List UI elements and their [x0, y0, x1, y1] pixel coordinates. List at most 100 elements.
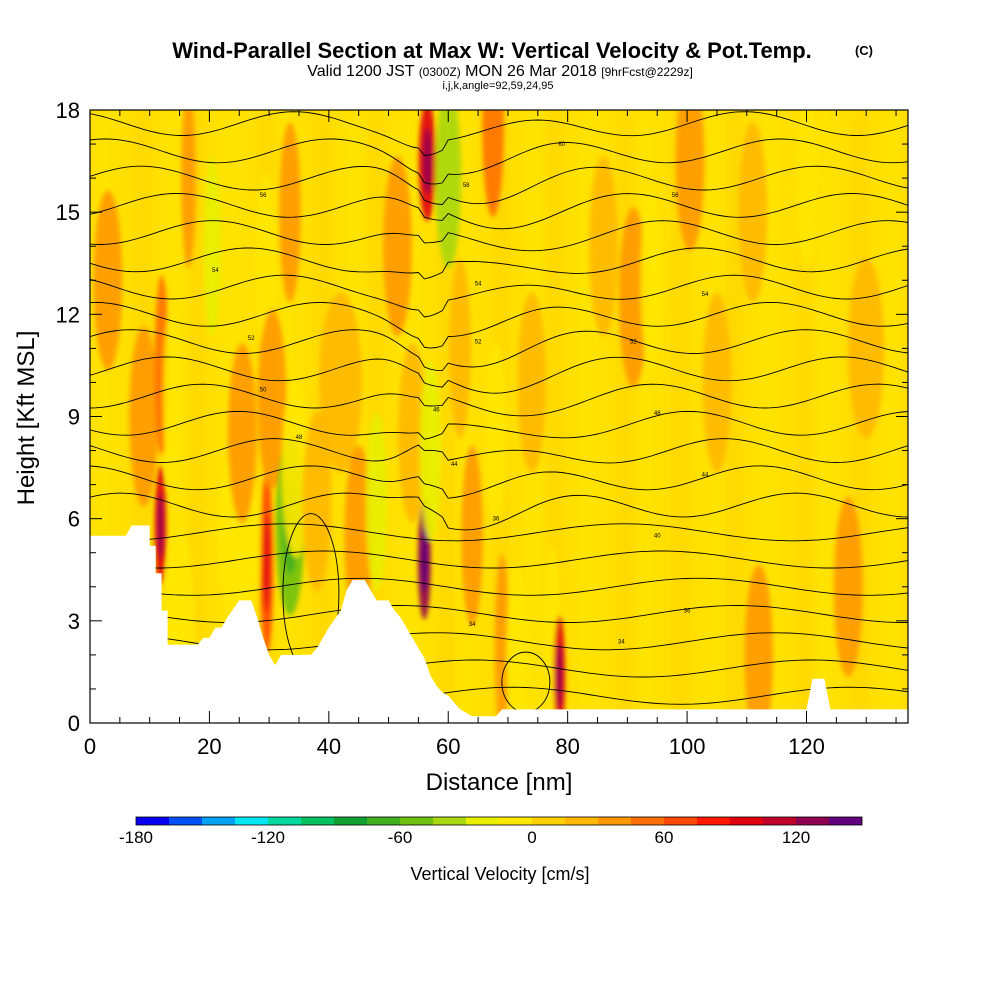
theta-isentrope — [90, 165, 908, 205]
colorbar-swatch — [202, 817, 235, 825]
subtitle-date: MON 26 Mar 2018 — [465, 63, 597, 80]
vertical-velocity-cell — [181, 110, 196, 269]
y-tick-label: 3 — [68, 609, 80, 634]
colorbar-swatch — [466, 817, 499, 825]
vertical-velocity-cell — [383, 156, 412, 337]
vertical-velocity-cell — [702, 292, 732, 473]
background-band — [764, 110, 772, 723]
vertical-velocity-core — [556, 642, 563, 709]
colorbar-ticks: -180 -120 -60 0 60 120 — [119, 828, 810, 847]
vertical-velocity-cell — [319, 292, 363, 473]
contour-label: 52 — [475, 340, 482, 346]
vertical-velocity-cell — [833, 496, 863, 677]
background-band — [191, 110, 202, 723]
colorbar-swatch — [301, 817, 334, 825]
contour-label: 48 — [296, 435, 303, 441]
background-band — [908, 110, 918, 723]
theta-isentrope — [90, 577, 908, 596]
background-band — [549, 110, 560, 723]
x-axis-ticks: 0 20 40 60 80 100 120 — [84, 110, 897, 759]
colorbar-swatch — [763, 817, 796, 825]
contour-label: 52 — [630, 340, 637, 346]
colorbar-swatch — [169, 817, 202, 825]
vertical-velocity-cell — [93, 190, 123, 371]
theta-isentrope — [90, 438, 908, 464]
colorbar-swatch — [730, 817, 763, 825]
theta-isentrope — [90, 193, 908, 230]
theta-isentrope — [90, 550, 908, 569]
y-tick-label: 0 — [68, 711, 80, 736]
theta-isentrope — [90, 274, 908, 318]
colorbar-swatch — [268, 817, 301, 825]
colorbar-swatch — [697, 817, 730, 825]
chart-title-unit: (C) — [855, 43, 873, 58]
chart-subtitle-indices: i,j,k,angle=92,59,24,95 — [442, 80, 553, 92]
contour-label: 36 — [684, 609, 691, 615]
vertical-velocity-cell — [461, 445, 483, 626]
y-axis-label: Height [Kft MSL] — [13, 331, 40, 506]
subtitle-valid: Valid 1200 JST — [307, 63, 415, 80]
colorbar-frame — [135, 816, 863, 826]
contour-label: 54 — [475, 282, 482, 288]
vertical-velocity-cell — [517, 292, 547, 473]
theta-isentrope — [90, 247, 908, 280]
colorbar-swatch — [334, 817, 367, 825]
contour-label: 52 — [248, 336, 255, 342]
contour-label: 60 — [558, 142, 565, 148]
theta-contour-labels: 56 54 52 50 48 46 44 36 34 60 58 54 52 56 54 52 48 44 40 36… — [212, 142, 709, 645]
theta-isentrope — [90, 111, 908, 156]
colorbar-swatch — [433, 817, 466, 825]
vertical-velocity-core — [421, 526, 428, 593]
background-band — [800, 110, 811, 723]
vertical-velocity-cell — [485, 343, 507, 524]
x-tick-label: 60 — [436, 734, 460, 759]
vertical-velocity-core — [263, 513, 270, 613]
vertical-velocity-cell — [257, 309, 287, 490]
vertical-velocity-cell — [344, 445, 374, 626]
colorbar-tick-label: 0 — [527, 828, 536, 847]
contour-label: 56 — [260, 193, 267, 199]
vertical-velocity-cells — [93, 110, 885, 723]
theta-isentrope — [90, 410, 908, 440]
vertical-velocity-cell — [129, 326, 159, 507]
contour-label: 56 — [672, 193, 679, 199]
colorbar-tick-label: 60 — [655, 828, 674, 847]
background-band — [585, 110, 593, 723]
background-band — [621, 110, 632, 723]
x-axis-label: Distance [nm] — [426, 769, 573, 796]
vertical-velocity-core — [157, 492, 164, 559]
colorbar-label: Vertical Velocity [cm/s] — [410, 864, 589, 884]
colorbar-swatch — [367, 817, 400, 825]
theta-isentrope — [90, 523, 908, 542]
contour-label: 34 — [618, 639, 625, 645]
contour-label: 54 — [702, 292, 709, 298]
contour-label: 40 — [654, 534, 661, 540]
y-tick-label: 12 — [56, 302, 80, 327]
y-tick-label: 15 — [56, 200, 80, 225]
vertical-velocity-cell — [227, 343, 257, 524]
vertical-velocity-cell — [848, 258, 885, 439]
theta-isentrope — [90, 301, 908, 349]
vertical-velocity-cell — [675, 110, 705, 252]
colorbar — [135, 816, 863, 826]
background-band — [675, 110, 686, 723]
colorbar-swatch — [532, 817, 565, 825]
contour-label: 34 — [469, 622, 476, 628]
y-tick-label: 9 — [68, 405, 80, 430]
colorbar-swatch — [235, 817, 268, 825]
x-tick-label: 20 — [197, 734, 221, 759]
contour-label: 44 — [451, 462, 458, 468]
colorbar-swatch — [796, 817, 829, 825]
plot-area: 56 54 52 50 48 46 44 36 34 60 58 54 52 56 54 52 48 44 40 36… — [90, 110, 918, 723]
contour-label: 46 — [433, 408, 440, 414]
vertical-velocity-cell — [506, 564, 528, 723]
x-tick-label: 100 — [669, 734, 706, 759]
vertical-velocity-cell — [302, 411, 332, 592]
contour-label: 48 — [654, 411, 661, 417]
theta-isentrope — [90, 329, 908, 372]
x-tick-label: 0 — [84, 734, 96, 759]
theta-isentrope — [90, 465, 908, 499]
contour-label: 54 — [212, 268, 219, 274]
background-band — [728, 110, 739, 723]
